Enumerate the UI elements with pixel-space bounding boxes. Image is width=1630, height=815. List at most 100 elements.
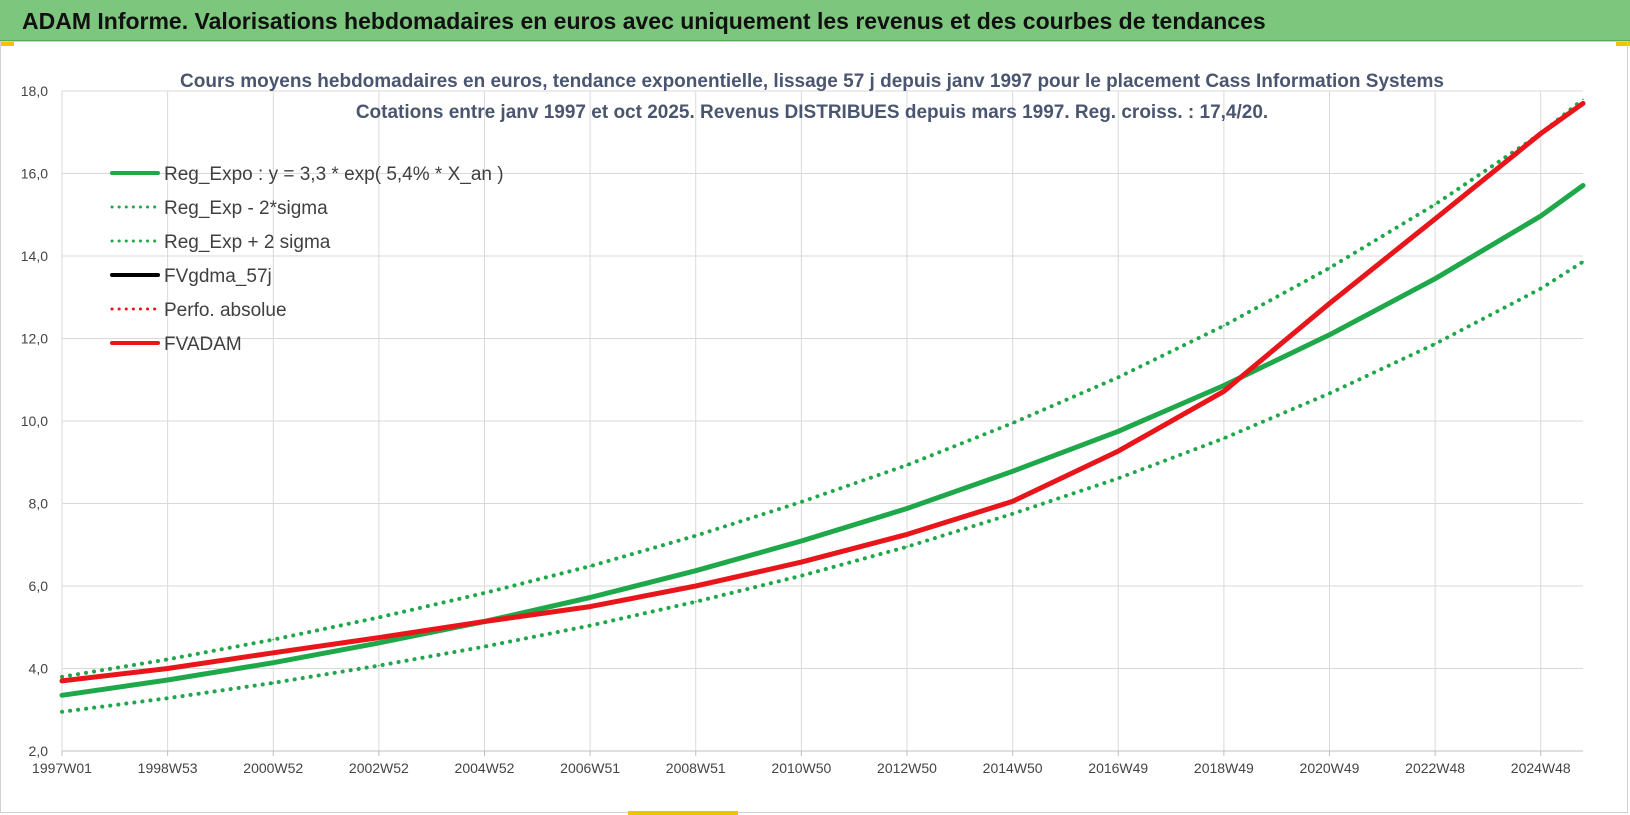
legend-label: Reg_Exp + 2 sigma xyxy=(164,232,331,253)
y-tick-label: 18,0 xyxy=(21,83,48,99)
series-1-point xyxy=(1117,477,1120,480)
series-3-point xyxy=(694,585,697,587)
series-1-point xyxy=(694,600,697,603)
legend-label: Reg_Exp - 2*sigma xyxy=(164,198,328,219)
corner-mark-right xyxy=(1616,41,1630,46)
bottom-mark xyxy=(628,811,738,815)
series-3-point xyxy=(61,680,63,682)
x-tick-label: 2006W51 xyxy=(560,760,620,776)
series-0-point xyxy=(906,507,908,510)
series-0-point xyxy=(378,642,380,644)
y-tick-label: 10,0 xyxy=(21,413,48,429)
series-3-point xyxy=(906,533,908,536)
series-3-point xyxy=(1011,500,1014,503)
y-tick-label: 12,0 xyxy=(21,331,48,347)
series-2-point xyxy=(589,565,591,567)
legend-label: Reg_Expo : y = 3,3 * exp( 5,4% * X_an ) xyxy=(164,164,504,185)
series-1-point xyxy=(61,711,63,713)
series-2-point xyxy=(800,501,803,503)
series-0-point xyxy=(1011,470,1014,473)
series-1-point xyxy=(1434,343,1436,345)
series-3-point xyxy=(378,636,380,639)
chart-title-line-2: Cotations entre janv 1997 et oct 2025. R… xyxy=(356,102,1268,123)
series-line-0 xyxy=(59,183,1586,698)
y-tick-label: 14,0 xyxy=(21,248,48,264)
series-3-point xyxy=(272,652,275,654)
legend-layer: Reg_Expo : y = 3,3 * exp( 5,4% * X_an ) R… xyxy=(110,164,504,355)
legend-label: FVADAM xyxy=(164,334,242,355)
series-2-point xyxy=(1011,422,1014,424)
series-1-point xyxy=(1011,513,1014,515)
y-tick-label: 8,0 xyxy=(29,496,49,512)
series-1-point xyxy=(589,624,591,627)
series-2-point xyxy=(694,534,697,537)
series-0-point xyxy=(1582,184,1584,187)
series-3-point xyxy=(1539,132,1542,135)
series-line-1 xyxy=(60,259,1585,714)
series-2-point xyxy=(1434,203,1436,206)
series-3-point xyxy=(1117,450,1120,452)
series-0-point xyxy=(1539,215,1542,217)
x-tick-label: 2020W49 xyxy=(1300,760,1360,776)
series-0-point xyxy=(272,661,275,664)
series-3-point xyxy=(1328,302,1331,305)
x-tick-label: 2022W48 xyxy=(1405,760,1465,776)
series-2-point xyxy=(483,592,486,594)
x-tick-label: 2000W52 xyxy=(243,760,303,776)
x-tick-label: 2014W50 xyxy=(983,760,1043,776)
series-1-point xyxy=(166,697,169,699)
x-tick-label: 1997W01 xyxy=(32,760,92,776)
series-3-point xyxy=(800,561,803,563)
series-1-point xyxy=(1539,287,1542,290)
axis-layer: 2,0 4,0 6,0 8,0 10,0 12,0 14,0 16,0 18,0 1997W01 1… xyxy=(21,83,1583,776)
series-0-point xyxy=(589,596,591,599)
series-layer xyxy=(59,97,1586,714)
series-3-point xyxy=(589,605,591,608)
series-2-point xyxy=(166,658,169,661)
series-3-point xyxy=(483,620,486,623)
series-0-point xyxy=(61,694,63,697)
series-3-point xyxy=(1223,390,1225,393)
x-tick-label: 2016W49 xyxy=(1088,760,1148,776)
x-tick-label: 2024W48 xyxy=(1511,760,1571,776)
corner-mark-left xyxy=(0,41,14,46)
x-tick-label: 2018W49 xyxy=(1194,760,1254,776)
series-0-point xyxy=(1223,384,1225,387)
header-bar: ADAM Informe. Valorisations hebdomadaire… xyxy=(0,0,1630,41)
x-tick-label: 2012W50 xyxy=(877,760,937,776)
series-1-point xyxy=(378,664,380,667)
x-tick-label: 2002W52 xyxy=(349,760,409,776)
series-3-point xyxy=(166,667,169,670)
chart-title-line-1: Cours moyens hebdomadaires en euros, ten… xyxy=(180,71,1444,92)
series-3-point xyxy=(1434,218,1436,220)
series-2-point xyxy=(906,464,908,466)
series-2-point xyxy=(1223,324,1225,327)
series-2-point xyxy=(1117,376,1120,379)
series-line-3 xyxy=(59,100,1586,684)
legend-label: FVgdma_57j xyxy=(164,266,272,287)
chart-frame xyxy=(0,41,1628,813)
series-1-point xyxy=(1582,260,1584,263)
series-2-point xyxy=(1328,267,1331,269)
series-0-point xyxy=(800,540,803,542)
series-0-point xyxy=(1328,333,1331,336)
series-0-point xyxy=(694,569,697,572)
y-tick-label: 16,0 xyxy=(21,166,48,182)
legend-label: Perfo. absolue xyxy=(164,300,287,321)
series-2-point xyxy=(61,675,63,678)
series-1-point xyxy=(483,645,486,648)
series-3-point xyxy=(1582,102,1584,105)
x-tick-label: 2004W52 xyxy=(455,760,515,776)
series-0-point xyxy=(1117,430,1120,433)
x-tick-label: 2010W50 xyxy=(771,760,831,776)
series-1-point xyxy=(272,682,275,684)
y-tick-label: 4,0 xyxy=(29,661,49,677)
x-tick-label: 2008W51 xyxy=(666,760,726,776)
y-tick-label: 6,0 xyxy=(29,578,49,594)
series-0-point xyxy=(1434,277,1436,280)
series-2-point xyxy=(272,638,275,641)
series-line-2 xyxy=(60,97,1585,679)
series-0-point xyxy=(166,679,169,681)
series-1-point xyxy=(1223,437,1225,440)
series-1-point xyxy=(1328,392,1331,395)
